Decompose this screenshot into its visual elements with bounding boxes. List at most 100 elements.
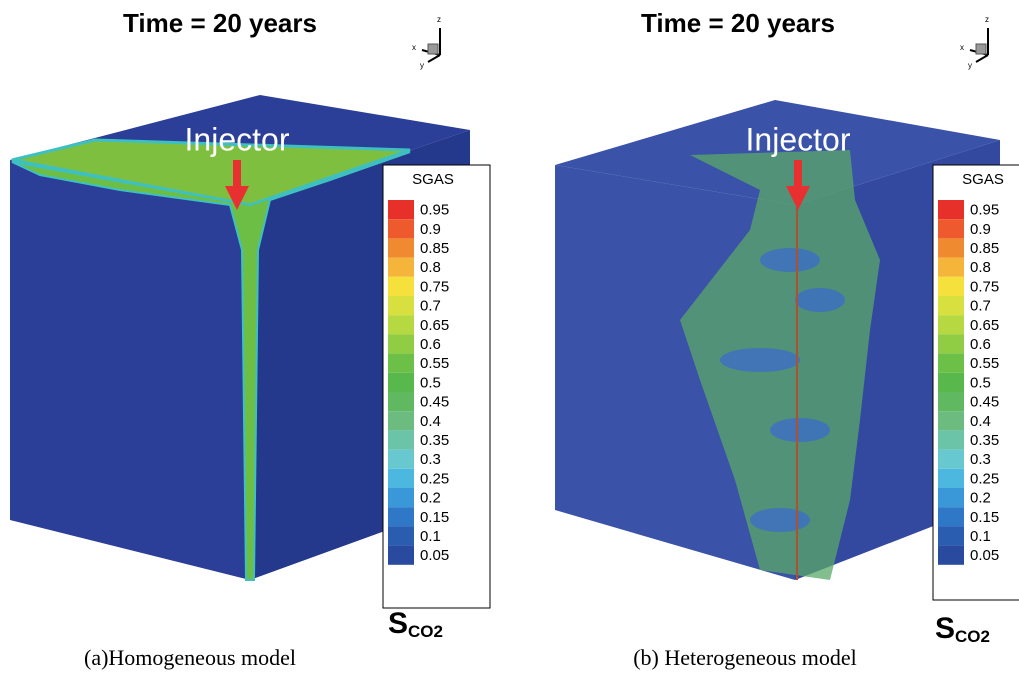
legend-label: 0.4: [420, 413, 441, 430]
legend-label: 0.05: [420, 547, 449, 564]
variable-subscript: CO2: [408, 622, 443, 641]
legend-label: 0.5: [420, 374, 441, 391]
legend-swatch: [388, 546, 414, 565]
variable-label: SCO2: [388, 607, 443, 642]
legend-swatch: [938, 373, 964, 392]
legend-swatch: [388, 469, 414, 488]
legend-swatch: [938, 526, 964, 545]
legend-label: 0.85: [970, 240, 999, 257]
plume-blob: [795, 288, 845, 312]
legend-label: 0.65: [420, 317, 449, 334]
legend-label: 0.9: [970, 221, 991, 238]
figure: Time = 20 yearszxyInjectorSGAS0.950.90.8…: [0, 0, 1019, 677]
legend-swatch: [938, 219, 964, 238]
legend-swatch: [388, 258, 414, 277]
plume-blob: [750, 508, 810, 532]
triad-cube: [976, 44, 986, 54]
triad-label: z: [437, 15, 441, 24]
triad-y: [428, 55, 440, 62]
arrow-shaft: [794, 160, 802, 188]
triad-y: [976, 55, 988, 62]
legend-label: 0.4: [970, 413, 991, 430]
panel: Time = 20 years z xy Injector SGAS 0.95 0.9 0.8…: [10, 8, 490, 670]
legend-swatch: [938, 546, 964, 565]
legend-swatch: [938, 334, 964, 353]
legend-swatch: [938, 430, 964, 449]
plume-blob: [770, 418, 830, 442]
legend-label: 0.6: [420, 336, 441, 353]
legend-label: 0.7: [970, 298, 991, 315]
legend-swatch: [388, 296, 414, 315]
legend-swatch: [938, 200, 964, 219]
legend-label: 0.25: [420, 470, 449, 487]
injector-label: Injector: [185, 121, 290, 157]
legend-label: 0.3: [420, 451, 441, 468]
legend-label: 0.8: [420, 259, 441, 276]
legend-label: 0.6: [970, 336, 991, 353]
plume-blob: [720, 348, 800, 372]
legend-label: 0.8: [970, 259, 991, 276]
legend-label: 0.55: [420, 355, 449, 372]
triad-label: z: [985, 15, 989, 24]
legend-swatch: [938, 488, 964, 507]
legend-label: 0.1: [970, 528, 991, 545]
legend-label: 0.65: [970, 317, 999, 334]
legend-swatch: [388, 507, 414, 526]
legend-swatch: [388, 526, 414, 545]
legend-swatch: [938, 411, 964, 430]
variable-base: S: [388, 607, 408, 640]
legend-label: 0.15: [970, 509, 999, 526]
legend-label: 0.5: [970, 374, 991, 391]
legend-swatch: [388, 450, 414, 469]
panel-title: Time = 20 years: [123, 8, 317, 38]
legend-label: 0.55: [970, 355, 999, 372]
legend-swatch: [388, 411, 414, 430]
legend-label: 0.9: [420, 221, 441, 238]
triad-label: y: [968, 61, 972, 70]
legend-label: 0.45: [970, 394, 999, 411]
legend-swatch: [388, 238, 414, 257]
plume-blob: [760, 248, 820, 272]
legend-swatch: [388, 315, 414, 334]
legend-swatch: [388, 219, 414, 238]
legend-label: 0.05: [970, 547, 999, 564]
legend-swatch: [388, 354, 414, 373]
legend-label: 0.95: [420, 202, 449, 219]
legend-label: 0.2: [420, 490, 441, 507]
injector-label: Injector: [746, 121, 851, 157]
legend-swatch: [388, 200, 414, 219]
legend-swatch: [388, 334, 414, 353]
legend-label: 0.85: [420, 240, 449, 257]
legend-swatch: [938, 296, 964, 315]
legend-label: 0.2: [970, 490, 991, 507]
legend-label: 0.95: [970, 202, 999, 219]
cube-front: [10, 160, 250, 580]
legend-title: SGAS: [962, 171, 1004, 188]
legend-swatch: [938, 469, 964, 488]
legend-label: 0.75: [970, 278, 999, 295]
legend-swatch: [938, 507, 964, 526]
legend-label: 0.35: [970, 432, 999, 449]
axis-triad: zxy: [960, 15, 989, 70]
legend-swatch: [938, 315, 964, 334]
legend-title: SGAS: [412, 171, 454, 188]
legend-swatch: [938, 238, 964, 257]
arrow-shaft: [233, 160, 241, 188]
triad-label: x: [412, 43, 416, 52]
triad-cube: [428, 44, 438, 54]
legend-label: 0.15: [420, 509, 449, 526]
legend-swatch: [388, 488, 414, 507]
variable-label: SCO2: [935, 612, 990, 647]
legend-swatch: [388, 392, 414, 411]
triad-label: y: [420, 61, 424, 70]
legend-swatch: [938, 258, 964, 277]
legend-swatch: [938, 277, 964, 296]
legend-label: 0.3: [970, 451, 991, 468]
legend-label: 0.1: [420, 528, 441, 545]
legend-swatch: [388, 430, 414, 449]
legend-swatch: [388, 373, 414, 392]
legend-swatch: [938, 450, 964, 469]
caption: (a)Homogeneous model: [84, 645, 296, 670]
legend-label: 0.75: [420, 278, 449, 295]
